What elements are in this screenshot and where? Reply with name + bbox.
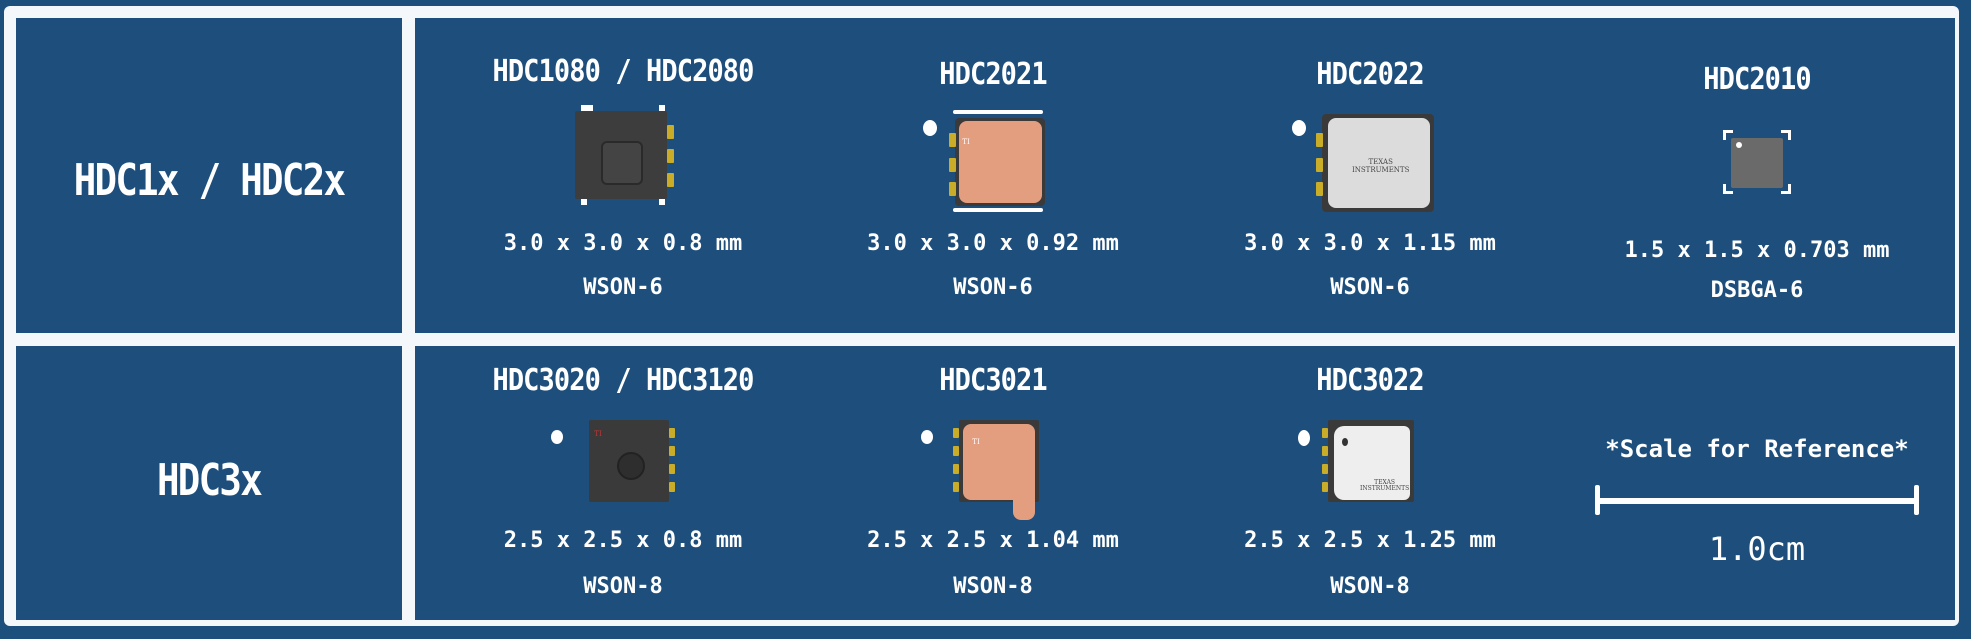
chip-dsbga6-icon <box>1723 130 1791 194</box>
row-label-hdc3x: HDC3x <box>156 455 263 506</box>
device-title: HDC2010 <box>1703 62 1811 97</box>
device-package: WSON-6 <box>1330 275 1410 300</box>
ti-logo-icon: TI <box>972 438 980 446</box>
device-title: HDC2021 <box>939 57 1047 92</box>
device-title: HDC1080 / HDC2080 <box>492 54 754 89</box>
chip-wson8-dark-icon: TI <box>551 414 691 506</box>
ti-logo-icon: TI <box>962 138 970 146</box>
chip-wson8-white-icon: TEXAS INSTRUMENTS <box>1298 414 1438 506</box>
chip-wson6-dark-icon <box>575 105 674 205</box>
device-dimensions: 3.0 x 3.0 x 0.8 mm <box>503 231 743 256</box>
row-label-cell-1 <box>16 18 402 333</box>
device-dimensions: 2.5 x 2.5 x 1.25 mm <box>1244 528 1496 553</box>
scale-title: *Scale for Reference* <box>1605 435 1909 463</box>
device-dimensions: 3.0 x 3.0 x 0.92 mm <box>867 231 1119 256</box>
scale-value: 1.0cm <box>1708 530 1806 568</box>
device-package: WSON-8 <box>1330 574 1410 599</box>
device-package: WSON-6 <box>953 275 1033 300</box>
device-dimensions: 2.5 x 2.5 x 0.8 mm <box>503 528 743 553</box>
scale-bar-right-tick <box>1914 485 1919 515</box>
device-title: HDC3022 <box>1316 363 1424 398</box>
device-title: HDC3020 / HDC3120 <box>492 363 754 398</box>
device-package: WSON-6 <box>583 275 663 300</box>
ti-logo-icon: TI <box>594 430 602 438</box>
device-dimensions: 1.5 x 1.5 x 0.703 mm <box>1624 238 1890 263</box>
row-label-cell-2 <box>16 346 402 620</box>
chip-wson8-copper-icon: TI <box>921 414 1061 530</box>
scale-bar-left-tick <box>1595 485 1600 515</box>
device-dimensions: 3.0 x 3.0 x 1.15 mm <box>1244 231 1496 256</box>
device-title: HDC3021 <box>939 363 1047 398</box>
ti-logo-icon: TEXAS INSTRUMENTS <box>1352 158 1410 174</box>
device-title: HDC2022 <box>1316 57 1424 92</box>
ti-logo-icon: TEXAS INSTRUMENTS <box>1360 479 1410 492</box>
row-label-hdc1x-hdc2x: HDC1x / HDC2x <box>73 155 346 206</box>
device-package: WSON-8 <box>583 574 663 599</box>
device-package: DSBGA-6 <box>1710 278 1804 303</box>
scale-bar <box>1597 498 1917 504</box>
device-dimensions: 2.5 x 2.5 x 1.04 mm <box>867 528 1119 553</box>
device-package: WSON-8 <box>953 574 1033 599</box>
chip-wson6-white-icon: TEXAS INSTRUMENTS <box>1292 108 1448 218</box>
chip-wson6-copper-icon: TI <box>923 108 1063 218</box>
